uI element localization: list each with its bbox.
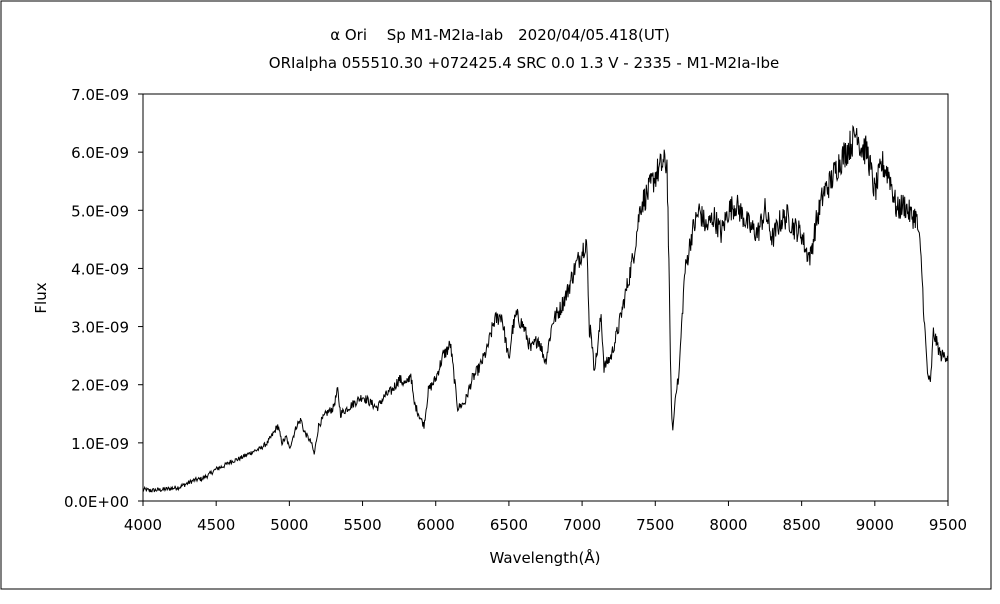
x-tick-label: 8500	[783, 516, 821, 534]
x-tick-label: 4000	[124, 516, 162, 534]
y-tick-label: 0.0E+00	[64, 493, 129, 511]
x-tick-label: 7500	[636, 516, 674, 534]
x-tick-label: 4500	[197, 516, 235, 534]
x-tick-label: 9500	[929, 516, 967, 534]
spectrum-line	[142, 124, 949, 493]
y-tick-label: 1.0E-09	[71, 435, 129, 453]
x-tick-label: 9000	[856, 516, 894, 534]
x-tick-label: 5000	[270, 516, 308, 534]
y-tick-label: 7.0E-09	[71, 86, 129, 104]
chart-subtitle: ORIalpha 055510.30 +072425.4 SRC 0.0 1.3…	[269, 54, 779, 72]
plot-area	[142, 93, 949, 502]
x-tick-label: 5500	[343, 516, 381, 534]
x-tick-label: 6500	[490, 516, 528, 534]
y-axis: 0.0E+00 1.0E-09 2.0E-09 3.0E-09 4.0E-09 5.0E-…	[64, 86, 143, 511]
y-tick-label: 4.0E-09	[71, 260, 129, 278]
y-tick-label: 3.0E-09	[71, 319, 129, 337]
x-tick-label: 6000	[417, 516, 455, 534]
y-tick-label: 5.0E-09	[71, 202, 129, 220]
y-tick-label: 6.0E-09	[71, 144, 129, 162]
chart-title: α Ori Sp M1-M2Ia-Iab 2020/04/05.418(UT)	[330, 26, 670, 44]
x-axis-label: Wavelength(Å)	[490, 548, 601, 567]
x-axis: 4000 4500 5000 5500 6000 6500 7000 7500 8000 8500…	[124, 501, 967, 534]
x-tick-label: 8000	[709, 516, 747, 534]
y-axis-label: Flux	[32, 282, 50, 313]
chart-frame	[0, 0, 992, 590]
x-tick-label: 7000	[563, 516, 601, 534]
y-tick-label: 2.0E-09	[71, 377, 129, 395]
